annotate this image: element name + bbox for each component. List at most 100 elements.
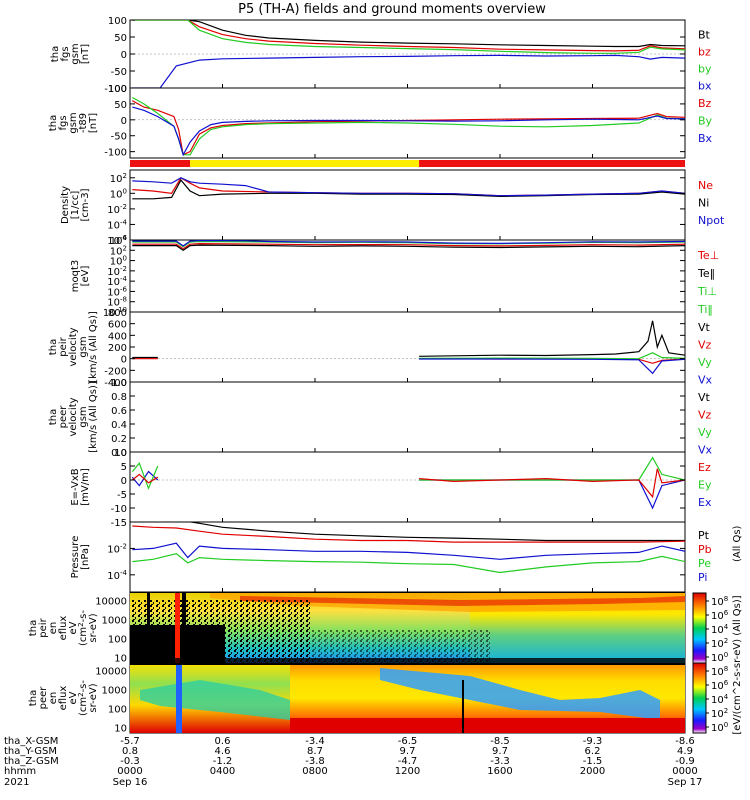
ion-colorbar — [692, 592, 707, 664]
series-pe — [132, 553, 685, 574]
series-group — [132, 176, 685, 200]
x-row-label: tha_Y-GSM — [4, 746, 57, 757]
y-tick-label: 1000 — [102, 615, 127, 626]
x-row-value: 0800 — [302, 766, 327, 777]
series-group — [132, 320, 685, 375]
colorbar-label: [eV/(cm^2-s-sr-eV) (All Qs)] — [732, 595, 743, 734]
y-tick-label: 400 — [108, 331, 127, 342]
x-row-value: 0000 — [672, 766, 697, 777]
y-tick-label: 600 — [108, 320, 127, 331]
x-row-value: 1200 — [395, 766, 420, 777]
x-row-value: -5.7 — [120, 736, 140, 747]
legend-ne: Ne — [698, 179, 713, 192]
y-tick-label: -400 — [104, 378, 127, 389]
electron-spectrogram-top-line — [130, 663, 685, 665]
legend-ez: Ez — [698, 461, 711, 474]
y-tick-label: 10 — [114, 448, 127, 459]
legend-allqs: (All Qs) — [732, 525, 743, 562]
series-by — [132, 96, 685, 156]
legend-vx: Vx — [698, 373, 713, 386]
ion-spectrogram-red-band — [240, 596, 685, 606]
y-tick-label: -5 — [117, 490, 127, 501]
y-axis-label-line: [mV/m] — [80, 468, 91, 506]
x-row-value: 4.6 — [215, 746, 231, 757]
mode-bar-segment — [419, 160, 685, 167]
panel-frame — [129, 239, 686, 313]
y-tick-label: 10-4 — [107, 569, 127, 582]
y-axis-label-line: [km/s (All Qs)] — [88, 311, 99, 383]
y-tick-label: -50 — [111, 132, 127, 143]
series-ez — [131, 473, 159, 484]
series-pt — [187, 522, 685, 542]
series-bz — [132, 100, 685, 156]
y-tick-label: 10000 — [95, 667, 127, 678]
y-axis-label-line: peer — [38, 686, 49, 710]
series-vx — [419, 358, 685, 375]
x-row-value: -3.3 — [490, 756, 510, 767]
y-axis-label-line: [eV] — [80, 266, 91, 287]
colorbar-tick-label: 106 — [711, 679, 729, 692]
y-axis-label-line: (cm2-s- — [77, 680, 89, 716]
y-axis-label-line: gsm — [68, 112, 79, 133]
y-tick-label: -100 — [104, 148, 127, 159]
legend-pi: Pi — [698, 571, 707, 584]
y-axis-label-line: eV — [68, 621, 79, 634]
colorbar-tick-label: 104 — [711, 623, 729, 636]
panel-density: 102 100 10-2 10-4 10-6 Density [1/cc] [cm-3] Ne N… — [60, 169, 725, 247]
legend-ti: Ti‖ — [697, 303, 713, 316]
y-axis-label-line: tha — [28, 690, 39, 706]
y-tick-label: 200 — [108, 343, 127, 354]
y-tick-label: 100 — [108, 634, 127, 645]
legend-bz: Bz — [698, 97, 712, 110]
legend-ey: Ey — [698, 478, 712, 491]
ion-spectrogram-gap-2 — [175, 593, 180, 663]
x-row-value: 0400 — [210, 766, 235, 777]
ion-spectrogram-noise-2 — [310, 630, 490, 663]
y-tick-label: 1.0 — [111, 378, 127, 389]
series-bt — [132, 20, 685, 48]
y-axis-label-line: sr-eV) — [88, 613, 99, 642]
date-start-label: Sep 16 — [113, 777, 148, 788]
legend-vz: Vz — [698, 408, 712, 421]
y-tick-label: 0.0 — [111, 448, 127, 459]
ion-spectrogram-noise — [130, 600, 310, 663]
y-tick-label: 102 — [110, 244, 127, 257]
y-tick-label: 1000 — [102, 685, 127, 696]
y-axis-label-line: Pressure — [70, 536, 81, 579]
series-vt — [419, 320, 685, 357]
y-axis-label-line: en — [48, 692, 59, 705]
x-row-value: -6.5 — [398, 736, 418, 747]
y-tick-label: -15 — [111, 518, 127, 529]
colorbar-tick-label: 104 — [711, 693, 729, 706]
series-by — [132, 20, 685, 54]
y-tick-label: 0.4 — [111, 420, 127, 431]
colorbars: [eV/(cm^2-s-sr-eV) (All Qs)] — [692, 592, 743, 735]
series-pi — [132, 542, 685, 560]
x-row-value: 0.8 — [122, 746, 138, 757]
electron-spectrogram-line — [462, 680, 464, 733]
colorbar-tick-label: 100 — [711, 721, 728, 734]
legend-ti: Ti⊥ — [697, 285, 717, 298]
x-row-value: 8.7 — [307, 746, 323, 757]
y-tick-label: 104 — [110, 234, 128, 247]
y-tick-label: 10-4 — [107, 218, 127, 231]
y-tick-label: 0 — [121, 116, 127, 127]
y-tick-label: 10-8 — [107, 296, 127, 309]
colorbar-tick-label: 100 — [711, 651, 728, 664]
y-axis-label-line: peir — [38, 617, 49, 637]
y-tick-label: 100 — [108, 16, 127, 27]
figure-title: P5 (TH-A) fields and ground moments over… — [238, 2, 546, 17]
y-axis-label-line: sr-eV) — [88, 683, 99, 712]
panel-frame — [129, 381, 686, 453]
y-tick-label: 10-4 — [107, 275, 127, 288]
x-row-value: -9.3 — [583, 736, 603, 747]
x-row-value: -3.4 — [305, 736, 325, 747]
y-tick-label: 10 — [114, 723, 127, 734]
x-row-value: -3.8 — [305, 756, 325, 767]
y-axis-label-line: fgs — [58, 115, 69, 130]
legend-vx: Vx — [698, 443, 713, 456]
mode-bar-segment — [130, 160, 191, 167]
series-npot — [132, 177, 685, 197]
